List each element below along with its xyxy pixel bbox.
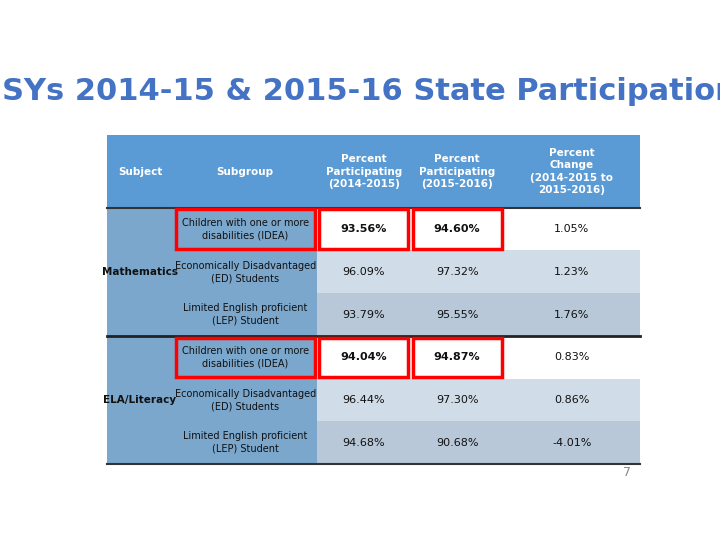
Text: 1.76%: 1.76% xyxy=(554,309,590,320)
FancyBboxPatch shape xyxy=(504,293,639,336)
Text: 94.60%: 94.60% xyxy=(434,224,480,234)
FancyBboxPatch shape xyxy=(174,251,318,293)
FancyBboxPatch shape xyxy=(318,251,410,293)
FancyBboxPatch shape xyxy=(410,379,504,421)
Text: Percent
Participating
(2015-2016): Percent Participating (2015-2016) xyxy=(419,154,495,189)
Text: 95.55%: 95.55% xyxy=(436,309,478,320)
FancyBboxPatch shape xyxy=(318,336,410,379)
Text: Economically Disadvantaged
(ED) Students: Economically Disadvantaged (ED) Students xyxy=(175,389,316,411)
Text: Children with one or more
disabilities (IDEA): Children with one or more disabilities (… xyxy=(181,218,309,240)
Text: Limited English proficient
(LEP) Student: Limited English proficient (LEP) Student xyxy=(183,431,307,454)
Text: 96.44%: 96.44% xyxy=(343,395,385,405)
Text: 97.30%: 97.30% xyxy=(436,395,478,405)
Text: 97.32%: 97.32% xyxy=(436,267,478,277)
FancyBboxPatch shape xyxy=(504,379,639,421)
FancyBboxPatch shape xyxy=(410,336,504,379)
FancyBboxPatch shape xyxy=(174,421,318,464)
Text: 96.09%: 96.09% xyxy=(343,267,385,277)
FancyBboxPatch shape xyxy=(107,208,174,251)
FancyBboxPatch shape xyxy=(318,208,410,251)
Text: Economically Disadvantaged
(ED) Students: Economically Disadvantaged (ED) Students xyxy=(175,261,316,283)
FancyBboxPatch shape xyxy=(107,293,174,336)
Text: 1.23%: 1.23% xyxy=(554,267,590,277)
Text: Limited English proficient
(LEP) Student: Limited English proficient (LEP) Student xyxy=(183,303,307,326)
Text: Percent
Participating
(2014-2015): Percent Participating (2014-2015) xyxy=(325,154,402,189)
Text: 94.87%: 94.87% xyxy=(434,352,480,362)
FancyBboxPatch shape xyxy=(107,251,174,293)
Text: 93.79%: 93.79% xyxy=(343,309,385,320)
FancyBboxPatch shape xyxy=(318,293,410,336)
FancyBboxPatch shape xyxy=(174,293,318,336)
Text: Subgroup: Subgroup xyxy=(217,167,274,177)
Text: 0.83%: 0.83% xyxy=(554,352,590,362)
FancyBboxPatch shape xyxy=(504,421,639,464)
FancyBboxPatch shape xyxy=(318,136,410,208)
FancyBboxPatch shape xyxy=(174,136,318,208)
FancyBboxPatch shape xyxy=(410,421,504,464)
FancyBboxPatch shape xyxy=(410,251,504,293)
FancyBboxPatch shape xyxy=(410,136,504,208)
Text: 1.05%: 1.05% xyxy=(554,224,589,234)
FancyBboxPatch shape xyxy=(174,336,318,379)
Text: Mathematics: Mathematics xyxy=(102,267,178,277)
FancyBboxPatch shape xyxy=(504,136,639,208)
Text: Subject: Subject xyxy=(118,167,162,177)
Text: 0.86%: 0.86% xyxy=(554,395,590,405)
FancyBboxPatch shape xyxy=(504,336,639,379)
Text: 94.04%: 94.04% xyxy=(341,352,387,362)
FancyBboxPatch shape xyxy=(318,379,410,421)
Text: Percent
Change
(2014-2015 to
2015-2016): Percent Change (2014-2015 to 2015-2016) xyxy=(530,148,613,195)
Text: SYs 2014-15 & 2015-16 State Participation: SYs 2014-15 & 2015-16 State Participatio… xyxy=(1,77,720,106)
FancyBboxPatch shape xyxy=(174,208,318,251)
Text: 90.68%: 90.68% xyxy=(436,437,478,448)
FancyBboxPatch shape xyxy=(410,293,504,336)
FancyBboxPatch shape xyxy=(107,421,174,464)
FancyBboxPatch shape xyxy=(318,421,410,464)
FancyBboxPatch shape xyxy=(410,208,504,251)
Text: 7: 7 xyxy=(624,465,631,478)
FancyBboxPatch shape xyxy=(107,336,174,379)
Text: 93.56%: 93.56% xyxy=(341,224,387,234)
FancyBboxPatch shape xyxy=(107,379,174,421)
FancyBboxPatch shape xyxy=(174,379,318,421)
Text: -4.01%: -4.01% xyxy=(552,437,591,448)
Text: 94.68%: 94.68% xyxy=(343,437,385,448)
FancyBboxPatch shape xyxy=(107,136,174,208)
Text: ELA/Literacy: ELA/Literacy xyxy=(104,395,176,405)
FancyBboxPatch shape xyxy=(504,208,639,251)
Text: Children with one or more
disabilities (IDEA): Children with one or more disabilities (… xyxy=(181,346,309,368)
FancyBboxPatch shape xyxy=(504,251,639,293)
